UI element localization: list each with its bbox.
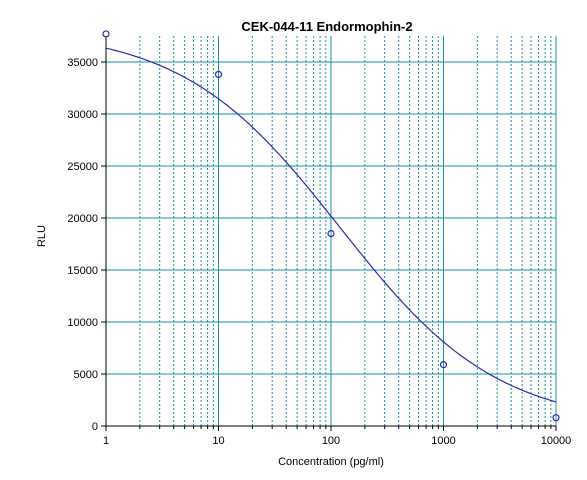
x-tick-label: 10000 xyxy=(541,435,572,447)
fitted-curve xyxy=(105,47,557,403)
data-points-layer xyxy=(102,30,560,422)
data-point xyxy=(214,70,223,79)
chart-title: CEK-044-11 Endormophin-2 xyxy=(241,19,412,34)
x-tick-label: 1 xyxy=(103,435,109,447)
tick-labels-layer: 0 5000 10000 15000 20000 25000 30000 35000 1 10 10… xyxy=(67,57,571,447)
data-point xyxy=(102,30,110,38)
axes xyxy=(101,36,557,431)
y-tick-label: 30000 xyxy=(67,109,98,121)
y-tick-label: 15000 xyxy=(67,265,98,277)
y-axis-title: RLU xyxy=(36,225,48,247)
y-tick-label: 25000 xyxy=(67,161,98,173)
x-axis-title: Concentration (pg/ml) xyxy=(278,456,384,468)
y-tick-label: 20000 xyxy=(67,213,98,225)
grid-lines xyxy=(105,36,557,426)
y-tick-label: 10000 xyxy=(67,317,98,329)
data-point xyxy=(439,361,448,369)
data-point xyxy=(327,230,335,238)
fitted-curve-layer xyxy=(105,47,557,403)
data-point xyxy=(552,414,560,422)
y-tick-label: 5000 xyxy=(74,369,98,381)
y-tick-label: 35000 xyxy=(67,57,98,69)
x-tick-label: 1000 xyxy=(431,435,455,447)
x-tick-label: 100 xyxy=(322,435,340,447)
y-tick-label: 0 xyxy=(92,421,98,433)
x-tick-label: 10 xyxy=(212,435,224,447)
